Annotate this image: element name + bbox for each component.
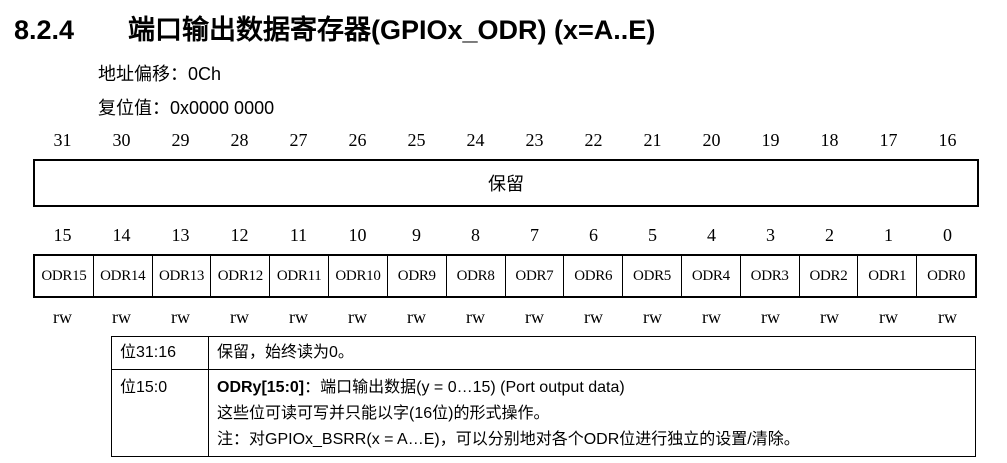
access-type: rw <box>879 307 898 327</box>
bit-number: 9 <box>412 225 421 245</box>
odr-bit-cell: ODR5 <box>622 256 681 296</box>
access-type: rw <box>938 307 957 327</box>
reset-value: 复位值：0x0000 0000 <box>98 98 275 118</box>
bit-number: 16 <box>938 130 957 150</box>
bit-description-table: 位31:16 保留，始终读为0。 位15:0 ODRy[15:0]：端口输出数据… <box>111 336 976 457</box>
bit-number: 4 <box>707 225 716 245</box>
odr-bit-cell: ODR8 <box>445 256 505 296</box>
odr-bit-cell: ODR11 <box>269 256 328 296</box>
odr-bit-cell: ODR12 <box>210 256 269 296</box>
bit-number: 8 <box>471 225 480 245</box>
odr-bit-cell: ODR13 <box>151 256 211 296</box>
reserved-label: 保留 <box>488 174 524 194</box>
description-line: ODRy[15:0]：端口输出数据(y = 0…15) (Port output… <box>217 375 967 401</box>
access-type: rw <box>171 307 190 327</box>
bit-number: 30 <box>112 130 131 150</box>
bit-number: 2 <box>825 225 834 245</box>
bit-number: 7 <box>530 225 539 245</box>
odr-bit-cell: ODR14 <box>92 256 152 296</box>
section-number: 8.2.4 <box>14 15 75 45</box>
access-type: rw <box>761 307 780 327</box>
access-type: rw <box>407 307 426 327</box>
bit-number: 14 <box>112 225 131 245</box>
odr-bit-cell: ODR15 <box>41 267 87 284</box>
bit-number: 3 <box>766 225 775 245</box>
access-type: rw <box>53 307 72 327</box>
bit-number: 18 <box>820 130 839 150</box>
bit-number: 21 <box>643 130 662 150</box>
bit-number: 19 <box>761 130 780 150</box>
bit-number: 22 <box>584 130 603 150</box>
bit-number: 15 <box>53 225 72 245</box>
table-row: 位31:16 保留，始终读为0。 <box>111 336 976 370</box>
table-row: 位15:0 ODRy[15:0]：端口输出数据(y = 0…15) (Port … <box>111 369 976 457</box>
access-type: rw <box>348 307 367 327</box>
bit-number: 5 <box>648 225 657 245</box>
bit-number: 10 <box>348 225 367 245</box>
access-type: rw <box>584 307 603 327</box>
bit-number: 6 <box>589 225 598 245</box>
access-type: rw <box>643 307 662 327</box>
odr-bit-cell: ODR9 <box>386 256 446 296</box>
reserved-field-box: 保留 <box>33 159 979 207</box>
bit-number: 27 <box>289 130 308 150</box>
odr-bit-cell: ODR7 <box>504 256 564 296</box>
field-name: ODRy[15:0] <box>217 379 305 396</box>
bit-number: 17 <box>879 130 898 150</box>
odr-bit-cell: ODR10 <box>328 256 387 296</box>
access-type: rw <box>230 307 249 327</box>
access-type: rw <box>112 307 131 327</box>
description-cell: 保留，始终读为0。 <box>208 336 976 370</box>
description-line: 这些位可读可写并只能以字(16位)的形式操作。 <box>217 405 550 422</box>
odr-bit-cell: ODR2 <box>798 256 858 296</box>
section-heading: 8.2.4 端口输出数据寄存器(GPIOx_ODR) (x=A..E) <box>14 8 655 47</box>
bit-number: 13 <box>171 225 190 245</box>
description-cell: ODRy[15:0]：端口输出数据(y = 0…15) (Port output… <box>208 369 976 457</box>
bit-number: 12 <box>230 225 249 245</box>
upper-bit-numbers: 31 30 29 28 27 26 25 24 23 22 21 20 19 18 17 16 <box>33 130 977 151</box>
bits-cell: 位31:16 <box>111 336 209 370</box>
bits-cell: 位15:0 <box>111 369 209 457</box>
odr-bit-cell: ODR4 <box>680 256 740 296</box>
bit-number: 29 <box>171 130 190 150</box>
section-title: 端口输出数据寄存器(GPIOx_ODR) (x=A..E) <box>128 15 656 45</box>
odr-bit-cell: ODR1 <box>857 256 916 296</box>
odr-bit-cell: ODR0 <box>916 256 975 296</box>
access-type: rw <box>702 307 721 327</box>
bit-number: 25 <box>407 130 426 150</box>
odr-bit-cell: ODR6 <box>563 256 622 296</box>
access-type: rw <box>820 307 839 327</box>
odr-bit-cell: ODR3 <box>739 256 799 296</box>
lower-bit-numbers: 15 14 13 12 11 10 9 8 7 6 5 4 3 2 1 0 <box>33 225 977 246</box>
bit-number: 1 <box>884 225 893 245</box>
bit-number: 31 <box>53 130 72 150</box>
bit-number: 24 <box>466 130 485 150</box>
bit-number: 11 <box>289 225 308 245</box>
address-offset: 地址偏移：0Ch <box>98 64 222 84</box>
description-line: 注：对GPIOx_BSRR(x = A…E)，可以分别地对各个ODR位进行独立的… <box>217 431 800 448</box>
field-summary: ：端口输出数据(y = 0…15) (Port output data) <box>304 379 625 396</box>
access-type: rw <box>466 307 485 327</box>
bit-number: 28 <box>230 130 249 150</box>
odr-field-row: ODR15 ODR14 ODR13 ODR12 ODR11 ODR10 ODR9 ODR8 OD… <box>33 254 977 298</box>
bit-number: 0 <box>943 225 952 245</box>
access-type-row: rw rw rw rw rw rw rw rw rw rw rw rw rw rw rw rw <box>33 307 977 328</box>
bit-number: 26 <box>348 130 367 150</box>
bit-number: 20 <box>702 130 721 150</box>
bit-number: 23 <box>525 130 544 150</box>
access-type: rw <box>289 307 308 327</box>
access-type: rw <box>525 307 544 327</box>
